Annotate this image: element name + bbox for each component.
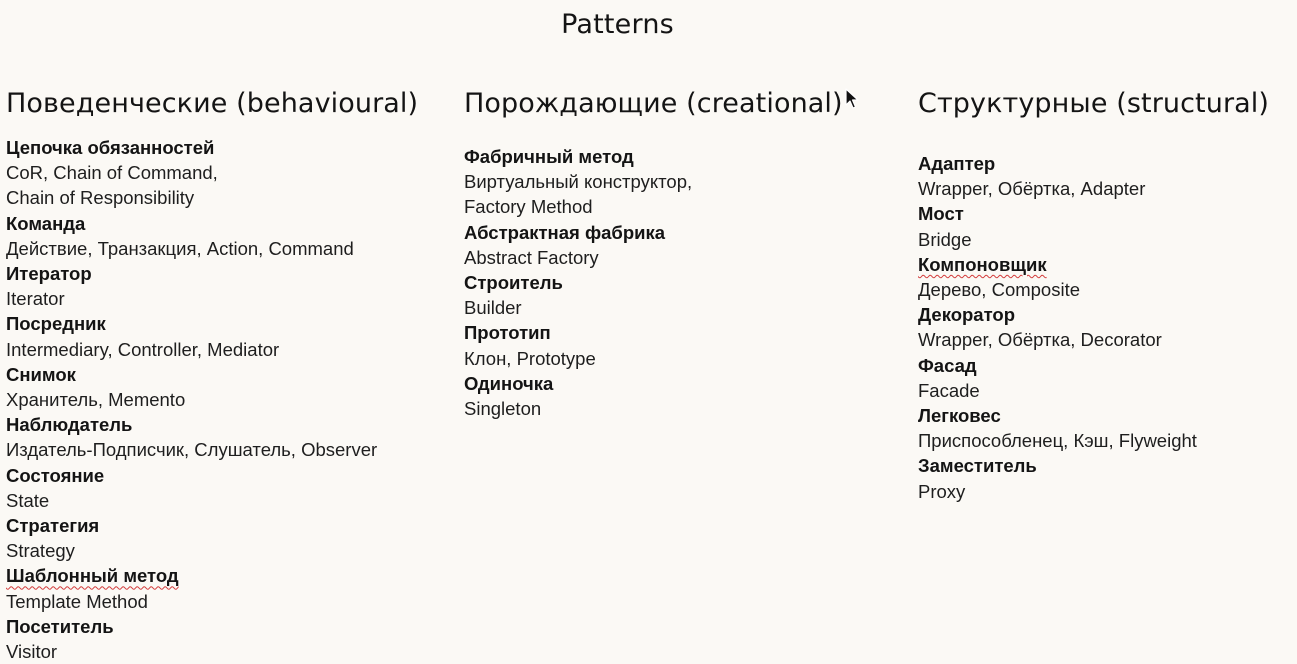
pattern-item: Состояние State — [6, 463, 456, 513]
pattern-aliases: Iterator — [6, 288, 65, 310]
pattern-name: Одиночка — [464, 372, 554, 394]
pattern-item: Команда Действие, Транзакция, Action, Com… — [6, 211, 456, 261]
column-heading: Структурные (structural) — [918, 88, 1270, 119]
pattern-item: Наблюдатель Издатель-Подписчик, Слушатель… — [6, 412, 456, 462]
pattern-item: Строитель Builder — [464, 270, 884, 320]
pattern-name: Адаптер — [918, 153, 996, 174]
pattern-aliases: Visitor — [6, 641, 58, 663]
pattern-item: Шаблонный метод Template Method — [6, 563, 456, 613]
pattern-aliases: Действие, Транзакция, Action, Command — [6, 237, 354, 259]
pattern-name: Фабричный метод — [464, 146, 634, 167]
pattern-name: Фасад — [918, 354, 977, 376]
pattern-aliases: Издатель-Подписчик, Слушатель, Observer — [6, 439, 378, 461]
mouse-pointer-icon — [845, 88, 859, 109]
pattern-aliases: Bridge — [918, 228, 972, 250]
pattern-name: Строитель — [464, 272, 563, 294]
pattern-aliases: Facade — [918, 379, 980, 401]
pattern-name: Состояние — [6, 464, 105, 486]
pattern-list: Адаптер Wrapper, Обёртка, Adapter Мост Brid… — [918, 151, 1293, 504]
pattern-item: Прототип Клон, Prototype — [464, 320, 884, 370]
pattern-aliases: Builder — [464, 297, 522, 319]
column-heading: Поведенческие (behavioural) — [6, 88, 419, 119]
pattern-name: Команда — [6, 212, 86, 234]
pattern-aliases: CoR, Chain of Command, Chain of Responsi… — [6, 162, 218, 209]
pattern-name: Шаблонный метод — [6, 565, 179, 587]
pattern-aliases: Template Method — [6, 590, 148, 612]
pattern-name: Прототип — [464, 322, 551, 344]
pattern-item: Итератор Iterator — [6, 261, 456, 311]
pattern-name: Посредник — [6, 313, 106, 335]
pattern-aliases: Дерево, Composite — [918, 279, 1081, 301]
pattern-name: Компоновщик — [918, 253, 1047, 275]
pattern-item: Мост Bridge — [918, 201, 1293, 251]
pattern-name: Абстрактная фабрика — [464, 221, 666, 243]
pattern-aliases: Виртуальный конструктор, Factory Method — [464, 171, 693, 218]
pattern-name: Декоратор — [918, 304, 1016, 326]
pattern-aliases: Strategy — [6, 540, 75, 562]
pattern-aliases: Proxy — [918, 480, 966, 502]
pattern-item: Стратегия Strategy — [6, 513, 456, 563]
pattern-name: Наблюдатель — [6, 414, 133, 436]
pattern-item: Компоновщик Дерево, Composite — [918, 252, 1293, 302]
pattern-name: Снимок — [6, 363, 76, 385]
pattern-name: Цепочка обязанностей — [6, 137, 215, 158]
pattern-aliases: Приспособленец, Кэш, Flyweight — [918, 430, 1197, 452]
pattern-aliases: Клон, Prototype — [464, 347, 596, 369]
pattern-name: Мост — [918, 203, 964, 225]
column-creational: Порождающие (creational) Фабричный метод… — [464, 86, 884, 421]
pattern-name: Стратегия — [6, 515, 100, 537]
column-heading: Порождающие (creational) — [464, 88, 843, 119]
pattern-list: Фабричный метод Виртуальный конструктор, … — [464, 144, 884, 421]
column-structural: Структурные (structural) Адаптер Wrapper,… — [918, 86, 1293, 504]
pattern-aliases: Хранитель, Memento — [6, 389, 186, 411]
pattern-aliases: Wrapper, Обёртка, Decorator — [918, 329, 1162, 351]
pattern-item: Легковес Приспособленец, Кэш, Flyweight — [918, 403, 1293, 453]
pattern-item: Фабричный метод Виртуальный конструктор, … — [464, 144, 884, 220]
pattern-aliases: State — [6, 489, 50, 511]
pattern-list: Цепочка обязанностей CoR, Chain of Comman… — [6, 135, 456, 664]
pattern-item: Абстрактная фабрика Abstract Factory — [464, 220, 884, 270]
pattern-item: Снимок Хранитель, Memento — [6, 362, 456, 412]
pattern-item: Посетитель Visitor — [6, 614, 456, 664]
pattern-item: Фасад Facade — [918, 353, 1293, 403]
pattern-name: Заместитель — [918, 455, 1037, 477]
pattern-item: Посредник Intermediary, Controller, Media… — [6, 311, 456, 361]
pattern-item: Адаптер Wrapper, Обёртка, Adapter — [918, 151, 1293, 201]
pattern-item: Декоратор Wrapper, Обёртка, Decorator — [918, 302, 1293, 352]
pattern-aliases: Intermediary, Controller, Mediator — [6, 338, 280, 360]
pattern-item: Одиночка Singleton — [464, 371, 884, 421]
pattern-name: Итератор — [6, 263, 92, 285]
column-behavioural: Поведенческие (behavioural) Цепочка обяз… — [6, 86, 456, 664]
pattern-item: Цепочка обязанностей CoR, Chain of Comman… — [6, 135, 456, 211]
page-title: Patterns — [561, 9, 674, 40]
pattern-name: Посетитель — [6, 615, 114, 637]
pattern-aliases: Wrapper, Обёртка, Adapter — [918, 178, 1146, 200]
pattern-aliases: Abstract Factory — [464, 246, 599, 268]
pattern-aliases: Singleton — [464, 398, 542, 420]
pattern-item: Заместитель Proxy — [918, 453, 1293, 503]
pattern-name: Легковес — [918, 405, 1001, 427]
